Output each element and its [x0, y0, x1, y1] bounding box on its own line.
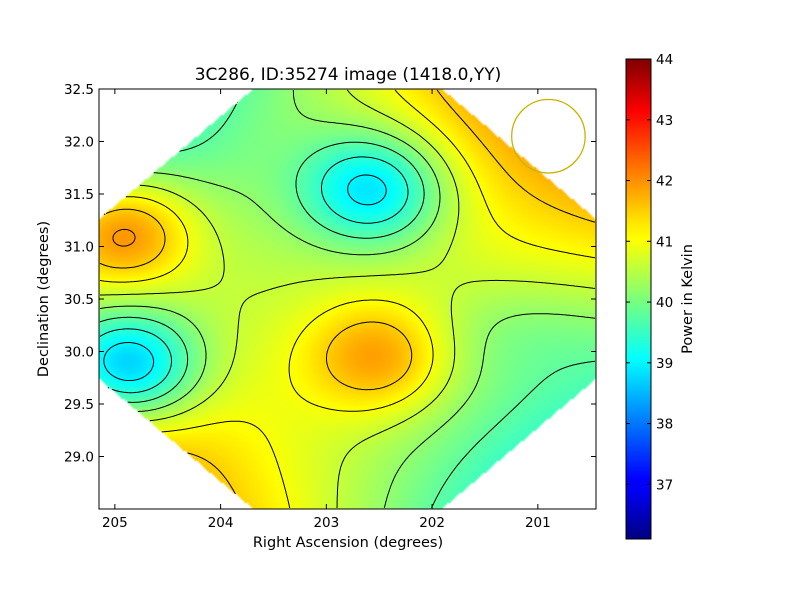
colorbar-tick-label: 39 [656, 356, 673, 372]
heatmap-image [99, 89, 596, 509]
x-tick-label: 201 [525, 515, 551, 531]
y-axis: 29.0 29.5 30.0 30.5 31.0 31.5 32.0 32.5 [64, 82, 596, 466]
colorbar-tick-label: 40 [656, 295, 673, 311]
colorbar-tick-label: 44 [656, 52, 673, 68]
x-tick-label: 204 [208, 515, 234, 531]
y-tick-label: 31.0 [64, 240, 94, 256]
y-tick-label: 32.5 [64, 82, 94, 98]
x-tick-label: 203 [313, 515, 339, 531]
colorbar-tick-label: 38 [656, 417, 673, 433]
y-axis-label: Declination (degrees) [36, 221, 52, 377]
colorbar-ticks: 37 38 39 40 41 42 43 44 [626, 52, 673, 493]
contour-line [99, 156, 409, 394]
plot-area: 205 204 203 202 201 29.0 29.5 30.0 30.5 31.0 31.5… [64, 82, 597, 531]
x-tick-label: 205 [102, 515, 128, 531]
contour-line [100, 89, 596, 509]
y-tick-label: 32.0 [64, 135, 94, 151]
x-axis: 205 204 203 202 201 [102, 89, 551, 531]
contour-line [103, 174, 387, 381]
colorbar-tick-label: 41 [656, 234, 673, 250]
colorbar: 37 38 39 40 41 42 43 44 Power in Kelvin [625, 52, 696, 540]
chart-title: 3C286, ID:35274 image (1418.0,YY) [195, 65, 502, 85]
y-tick-label: 30.0 [64, 345, 94, 361]
colorbar-label: Power in Kelvin [680, 244, 696, 354]
contour-line [112, 228, 136, 247]
contour-line [99, 101, 596, 509]
colorbar-tick-label: 37 [656, 477, 673, 493]
contour-lines [99, 89, 596, 509]
colorbar-tick-label: 43 [656, 113, 673, 129]
beam-marker-circle [511, 98, 586, 174]
x-tick-label: 202 [419, 515, 445, 531]
contour-line [99, 89, 596, 509]
contour-line [99, 89, 596, 509]
contour-line [99, 89, 596, 495]
y-tick-label: 29.0 [64, 450, 94, 466]
y-tick-label: 30.5 [64, 292, 94, 308]
colorbar-tick-label: 42 [656, 174, 673, 190]
colorbar-gradient [625, 58, 652, 540]
x-axis-label: Right Ascension (degrees) [253, 535, 443, 551]
y-tick-label: 31.5 [64, 187, 94, 203]
y-tick-label: 29.5 [64, 397, 94, 413]
